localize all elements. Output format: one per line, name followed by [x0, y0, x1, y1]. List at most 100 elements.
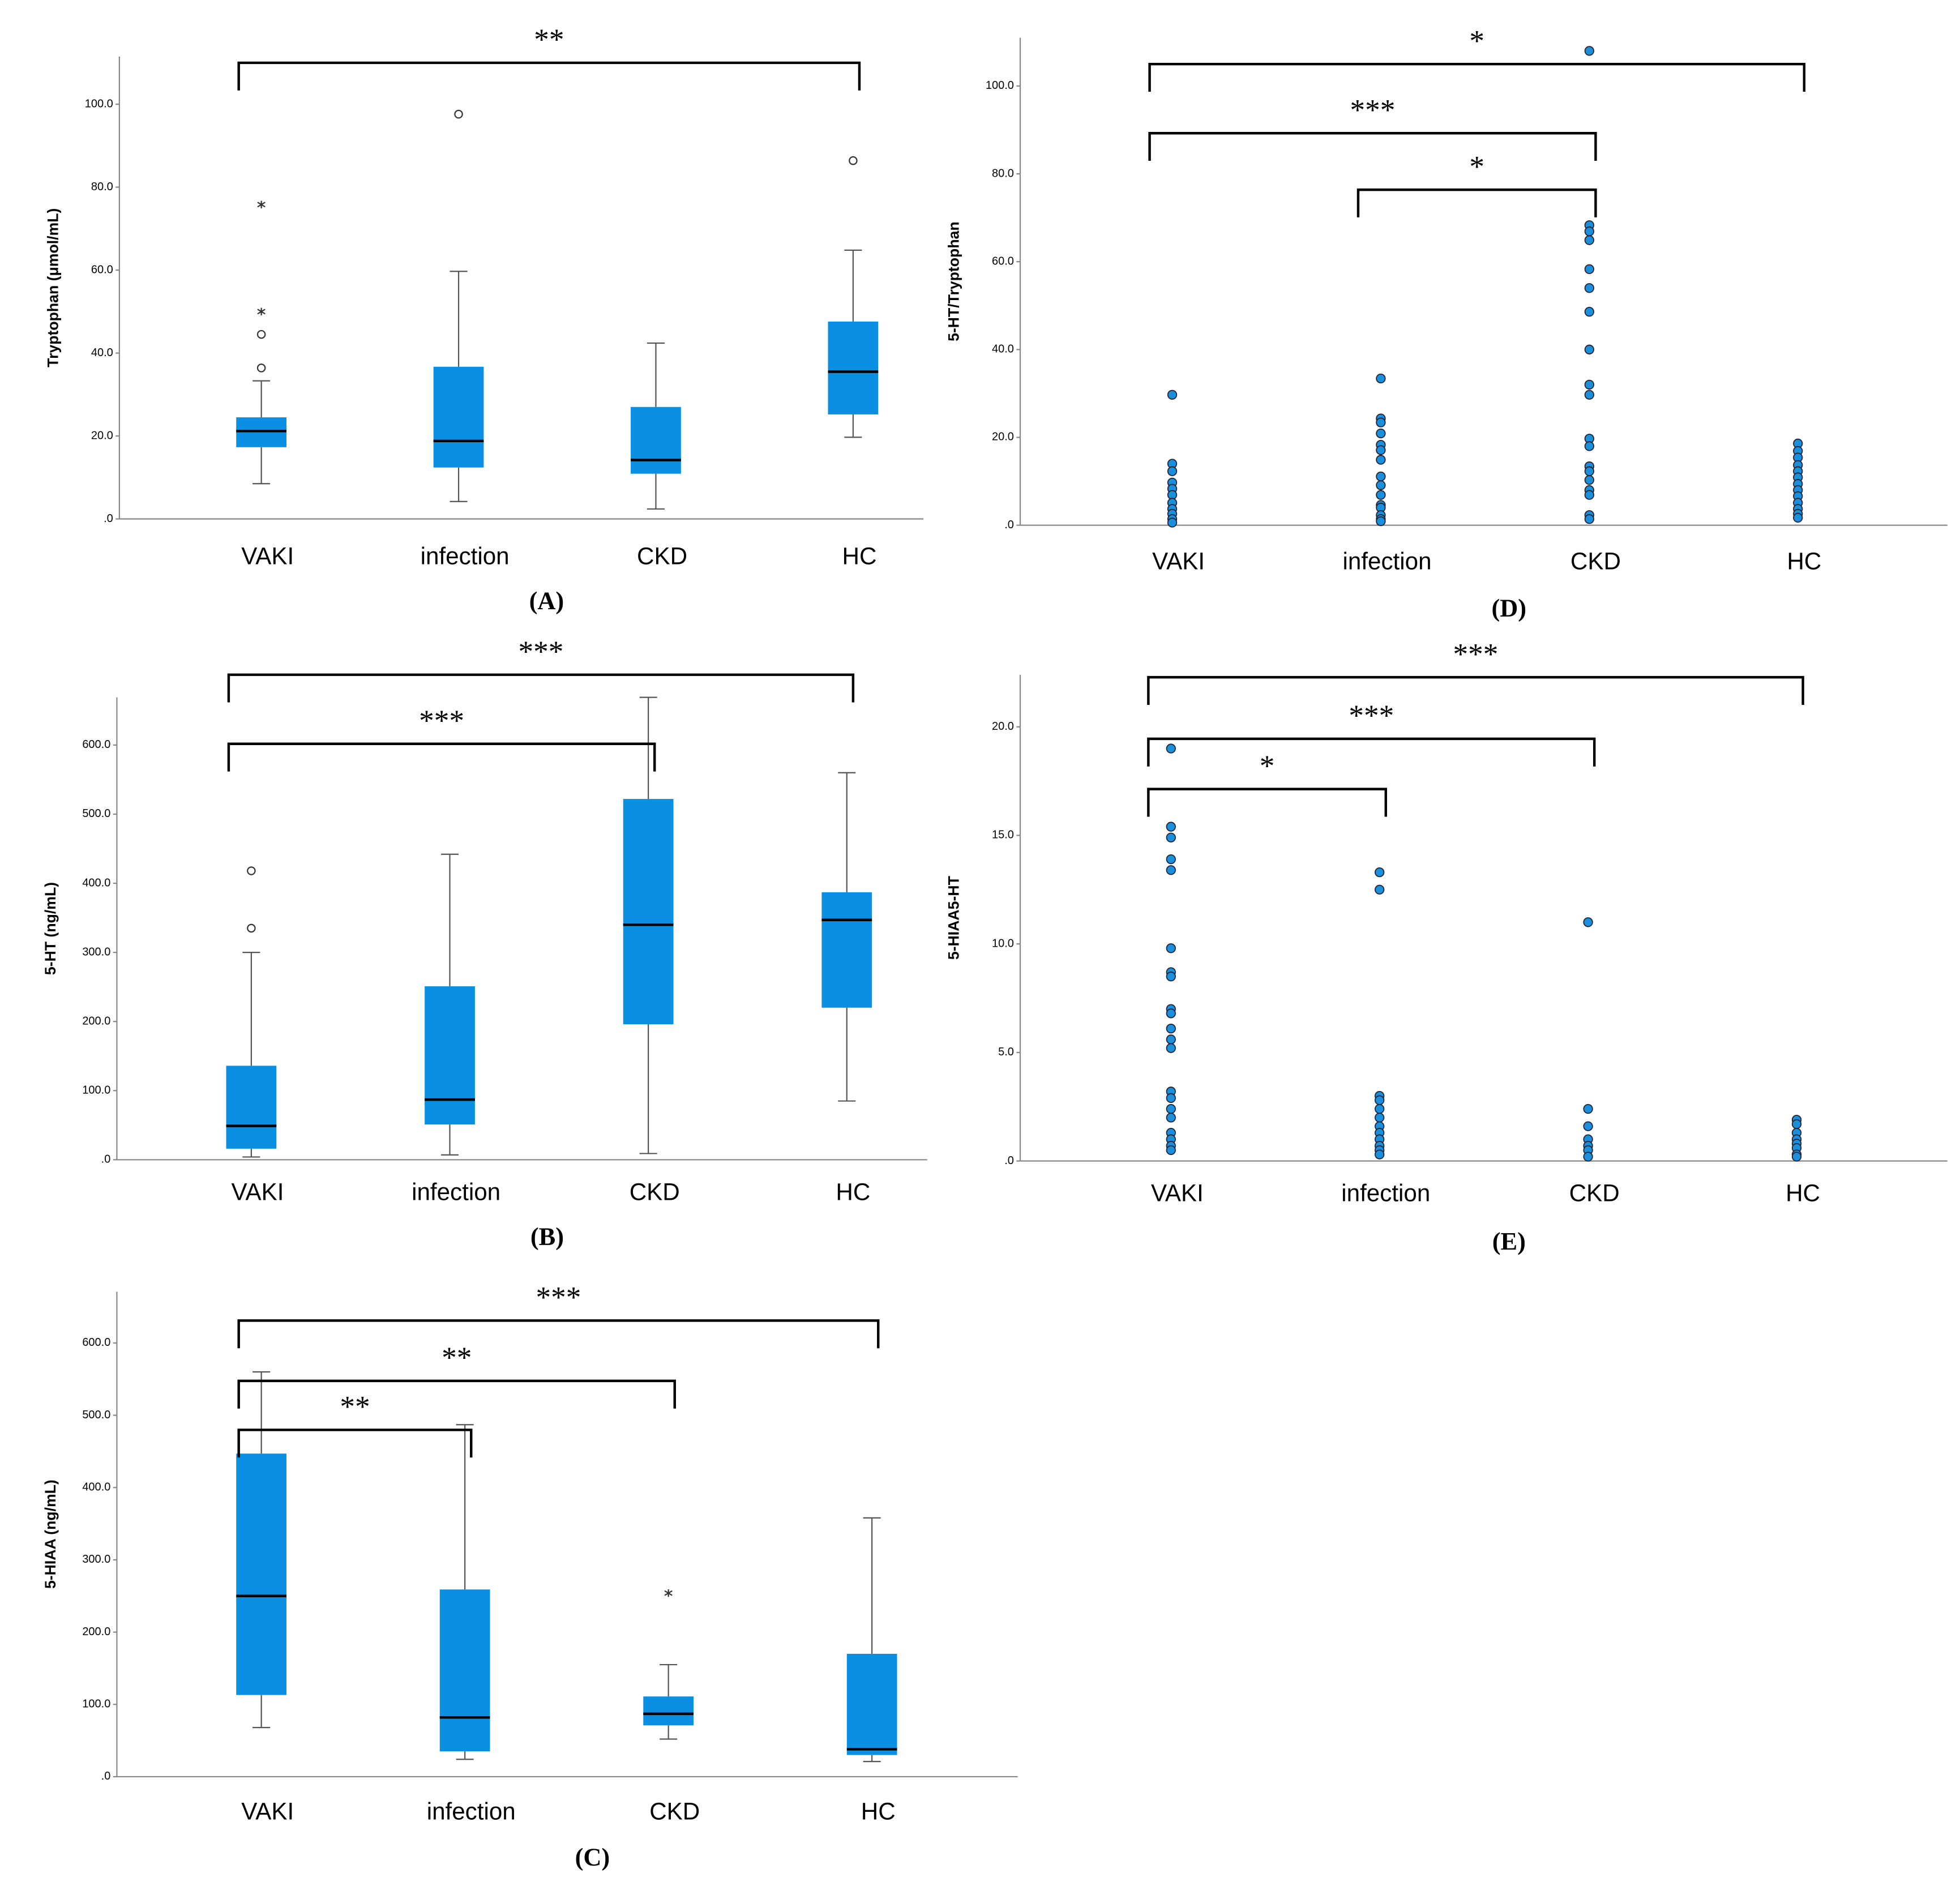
point: [1584, 264, 1594, 275]
caption: (B): [530, 1222, 564, 1250]
y-tick-label: 60.0: [91, 263, 113, 276]
x-tick-label: VAKI: [1151, 1180, 1204, 1207]
significance-bracket: [237, 1429, 473, 1458]
y-tick-label: 600.0: [82, 738, 110, 751]
y-tick-label: 100.0: [986, 79, 1014, 92]
y-axis-label: Tryptophan (μmol/mL): [44, 208, 61, 367]
x-tick-label: HC: [836, 1178, 870, 1205]
x-tick-label: HC: [1786, 1180, 1820, 1207]
point: [1376, 480, 1386, 490]
significance-bracket: [237, 1379, 676, 1409]
extreme: [257, 200, 266, 208]
point: [1583, 1121, 1593, 1131]
y-axis-label: 5-HIAA5-HT: [945, 876, 962, 960]
y-tick-label: 400.0: [82, 1481, 110, 1494]
caption: (C): [575, 1843, 610, 1871]
y-tick-label: 10.0: [992, 937, 1014, 950]
x-tick-label: infection: [412, 1178, 500, 1205]
point: [1375, 1149, 1385, 1160]
box: [623, 799, 674, 1025]
significance-bracket: [1147, 788, 1388, 817]
point: [1584, 46, 1594, 56]
outlier: [849, 156, 858, 165]
box: [828, 321, 879, 414]
significance-label: ***: [419, 704, 464, 737]
point: [1376, 428, 1386, 439]
y-tick-label: .0: [1004, 519, 1014, 531]
significance-label: ***: [536, 1281, 581, 1314]
x-tick-label: infection: [421, 542, 510, 569]
significance-label: **: [442, 1341, 472, 1375]
x-tick-label: CKD: [630, 1178, 680, 1205]
point: [1376, 490, 1386, 500]
panel: .0 20.0 40.0 60.0 80.0 100.0 Tryptophan (μmol/…: [44, 23, 924, 614]
point: [1166, 1023, 1176, 1034]
point: [1376, 471, 1386, 482]
point: [1584, 441, 1594, 451]
point: [1166, 943, 1176, 953]
point: [1584, 344, 1594, 354]
significance-bracket: [237, 61, 861, 91]
panel: .0 100.0 200.0 300.0 400.0 500.0 600.0 5-HT (ng…: [42, 635, 927, 1250]
caption: (A): [529, 586, 564, 614]
outlier: [256, 330, 266, 339]
point: [1584, 235, 1594, 245]
y-tick-label: 100.0: [85, 97, 113, 110]
x-tick-label: HC: [861, 1798, 896, 1824]
y-tick-label: 300.0: [82, 946, 110, 958]
significance-bracket: [237, 1319, 880, 1349]
box: [643, 1696, 694, 1726]
point: [1584, 390, 1594, 400]
x-tick-label: HC: [1787, 548, 1821, 574]
y-tick-label: 600.0: [82, 1336, 110, 1349]
box: [846, 1653, 897, 1755]
point: [1583, 1104, 1593, 1114]
outlier: [247, 923, 256, 933]
y-tick-label: 500.0: [82, 807, 110, 820]
panel: .0 20.0 40.0 60.0 80.0 100.0 5-HT/Tryptophan (D…: [945, 24, 1948, 622]
point: [1166, 743, 1176, 754]
y-tick-label: 40.0: [992, 343, 1014, 356]
significance-label: **: [340, 1390, 370, 1423]
significance-bracket: [1356, 188, 1597, 217]
point: [1376, 445, 1386, 455]
point: [1584, 514, 1594, 524]
x-tick-label: CKD: [1569, 1180, 1620, 1207]
point: [1375, 884, 1385, 895]
x-tick-label: HC: [842, 542, 877, 569]
point: [1166, 1093, 1176, 1103]
point: [1376, 516, 1386, 527]
significance-bracket: [1147, 675, 1804, 705]
point: [1376, 455, 1386, 465]
y-tick-label: 200.0: [82, 1626, 110, 1638]
y-tick-label: 15.0: [992, 829, 1014, 841]
point: [1375, 1113, 1385, 1123]
significance-bracket: [227, 742, 656, 772]
x-tick-label: VAKI: [231, 1178, 284, 1205]
outlier: [247, 866, 256, 875]
point: [1166, 822, 1176, 832]
significance-label: ***: [1453, 638, 1499, 671]
y-axis-label: 5-HT (ng/mL): [42, 882, 59, 975]
significance-label: ***: [1349, 699, 1394, 733]
caption: (E): [1492, 1227, 1526, 1255]
y-tick-label: 60.0: [992, 255, 1014, 267]
point: [1166, 865, 1176, 875]
significance-label: ***: [1350, 93, 1396, 127]
point: [1791, 1119, 1802, 1130]
y-tick-label: .0: [104, 512, 113, 525]
outlier: [454, 109, 463, 119]
y-tick-label: 200.0: [82, 1015, 110, 1027]
point: [1584, 306, 1594, 317]
point: [1167, 390, 1178, 400]
significance-label: *: [1469, 150, 1484, 183]
point: [1584, 490, 1594, 500]
y-tick-label: 100.0: [82, 1084, 110, 1097]
y-tick-label: 20.0: [992, 431, 1014, 443]
point: [1166, 1008, 1176, 1019]
y-tick-label: 300.0: [82, 1553, 110, 1566]
y-tick-label: 80.0: [91, 181, 113, 193]
y-tick-label: .0: [101, 1153, 111, 1166]
point: [1791, 1152, 1802, 1162]
